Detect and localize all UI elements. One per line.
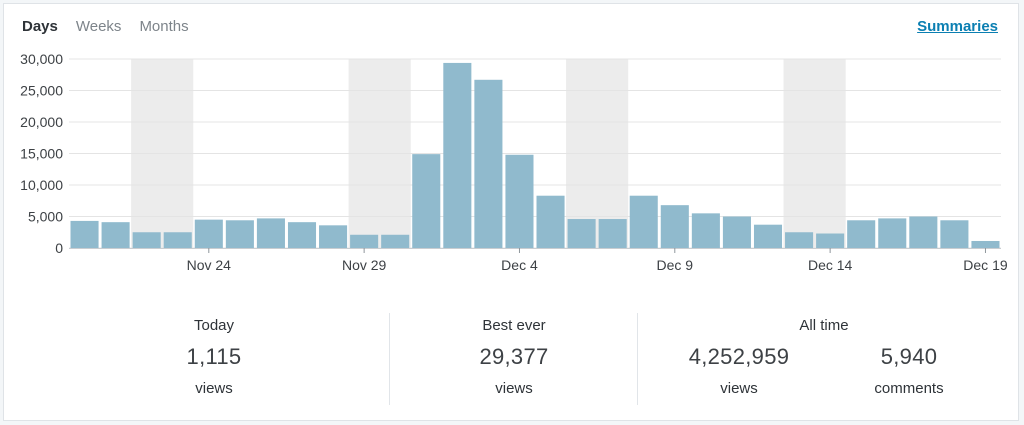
stats-summary: Today 1,115 views Best ever 29,377 views… xyxy=(4,309,1020,409)
bar xyxy=(816,233,845,248)
bar xyxy=(474,79,503,248)
bar xyxy=(443,62,472,249)
bar xyxy=(909,216,938,248)
all-time-stat: All time 4,252,959 views 5,940 comments xyxy=(644,309,1004,405)
all-time-views-value: 4,252,959 xyxy=(688,344,790,369)
x-tick-label: Nov 29 xyxy=(342,257,387,273)
bar xyxy=(567,219,596,248)
bar xyxy=(536,195,565,248)
y-tick-label: 15,000 xyxy=(20,146,63,162)
bar xyxy=(319,225,348,248)
all-time-comments-value: 5,940 xyxy=(880,344,938,369)
bar xyxy=(785,232,814,248)
best-ever-unit: views xyxy=(495,380,533,397)
x-tick-label: Dec 14 xyxy=(808,257,853,273)
y-tick-label: 30,000 xyxy=(20,51,63,67)
bar xyxy=(598,219,627,248)
bar xyxy=(971,240,1000,248)
stats-card: Days Weeks Months Summaries 0 5,000 10,000… xyxy=(3,3,1019,421)
bar xyxy=(412,154,441,248)
x-tick-label: Dec 9 xyxy=(657,257,694,273)
best-ever-stat: Best ever 29,377 views xyxy=(399,309,629,405)
x-tick-label: Nov 24 xyxy=(187,257,232,273)
period-tabs: Days Weeks Months xyxy=(22,18,189,35)
y-tick-label: 20,000 xyxy=(20,114,63,130)
bar xyxy=(753,224,783,248)
today-value: 1,115 xyxy=(186,344,242,369)
bar xyxy=(287,222,317,248)
stats-divider xyxy=(389,313,390,405)
bar xyxy=(70,220,99,248)
bar xyxy=(505,154,534,248)
bar xyxy=(256,218,285,248)
y-tick-label: 5,000 xyxy=(28,209,63,225)
bar xyxy=(847,220,876,248)
bar xyxy=(225,220,254,248)
y-tick-label: 0 xyxy=(55,240,63,256)
best-ever-label: Best ever xyxy=(482,317,546,334)
all-time-views: 4,252,959 views xyxy=(644,334,834,397)
all-time-views-unit: views xyxy=(720,380,758,397)
today-label: Today xyxy=(193,317,235,334)
bar xyxy=(163,232,192,248)
all-time-label: All time xyxy=(799,317,849,334)
summaries-link[interactable]: Summaries xyxy=(917,18,998,35)
today-unit: views xyxy=(195,380,233,397)
bar xyxy=(878,218,907,248)
y-tick-label: 25,000 xyxy=(20,83,63,99)
tab-months[interactable]: Months xyxy=(139,18,189,35)
bar xyxy=(629,195,658,248)
tab-weeks[interactable]: Weeks xyxy=(75,18,122,35)
bar xyxy=(722,216,751,248)
x-tick-label: Dec 19 xyxy=(963,257,1008,273)
today-stat: Today 1,115 views xyxy=(99,309,329,405)
bar xyxy=(101,222,130,248)
bar xyxy=(940,220,969,248)
bar xyxy=(660,205,689,248)
bar xyxy=(350,234,379,248)
y-tick-label: 10,000 xyxy=(20,177,63,193)
all-time-comments: 5,940 comments xyxy=(834,334,984,397)
x-tick-label: Dec 4 xyxy=(501,257,538,273)
best-ever-value: 29,377 xyxy=(479,344,549,369)
bar xyxy=(381,234,410,248)
tab-days[interactable]: Days xyxy=(22,18,58,35)
bar xyxy=(132,232,161,248)
all-time-comments-unit: comments xyxy=(874,380,944,397)
bar xyxy=(691,213,720,248)
bar xyxy=(194,219,223,248)
stats-divider xyxy=(637,313,638,405)
views-bar-chart: 0 5,000 10,000 15,000 20,000 25,000 30,000 Nov … xyxy=(20,51,1008,273)
